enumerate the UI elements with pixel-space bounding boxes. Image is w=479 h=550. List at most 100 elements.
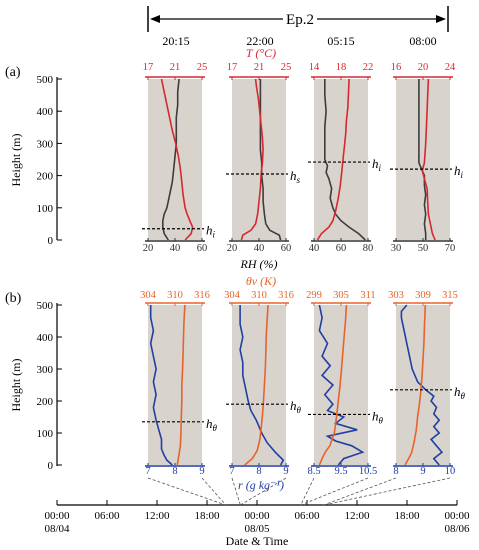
boundary-height-label: hi bbox=[454, 163, 464, 180]
top-tick-label: 17 bbox=[143, 62, 154, 73]
episode-label: Ep.2 bbox=[286, 12, 314, 28]
top-tick-label: 310 bbox=[251, 290, 267, 301]
profile-column-a-4: 16 30 20 50 24 70 hi bbox=[390, 62, 464, 254]
panel-b-letter: (b) bbox=[5, 291, 22, 306]
episode-header: Ep.2 20:15 22:00 05:15 08:00 bbox=[147, 6, 449, 48]
y-tick-label: 500 bbox=[37, 74, 54, 86]
profile-line-T bbox=[160, 78, 194, 241]
profile-line-r bbox=[318, 304, 365, 466]
bottom-tick-label: 60 bbox=[281, 243, 292, 254]
zoom-connector bbox=[323, 477, 397, 506]
y-tick-label: 400 bbox=[37, 106, 54, 118]
bottom-tick-label: 40 bbox=[254, 243, 265, 254]
profile-column-a-1: 17 20 21 40 25 60 hi bbox=[142, 62, 216, 254]
bottom-tick-label: 20 bbox=[227, 243, 238, 254]
profile-line-theta_v bbox=[404, 304, 427, 466]
bottom-tick-label: 10 bbox=[445, 466, 456, 477]
profile-line-theta_v bbox=[176, 304, 186, 466]
y-tick-label: 300 bbox=[37, 364, 54, 376]
panel-a: (a) Height (m) T (°C) RH (%) 0 100 200 300 4… bbox=[5, 46, 464, 271]
top-tick-label: 24 bbox=[445, 62, 456, 73]
y-tick-label: 200 bbox=[37, 396, 54, 408]
y-tick-label: 0 bbox=[48, 460, 54, 472]
top-tick-label: 16 bbox=[391, 62, 402, 73]
boundary-height-label: hs bbox=[290, 168, 301, 185]
bottom-tick-label: 8.5 bbox=[307, 466, 320, 477]
y-tick-label: 300 bbox=[37, 138, 54, 150]
bottom-tick-label: 30 bbox=[391, 243, 402, 254]
bottom-tick-label: 10.5 bbox=[359, 466, 377, 477]
bottom-tick-label: 40 bbox=[309, 243, 320, 254]
top-tick-label: 22 bbox=[363, 62, 374, 73]
profile-line-theta_v bbox=[318, 304, 348, 466]
panel-b: (b) Height (m) θv (K) r (g kg⁻¹) 0 100 200… bbox=[5, 274, 466, 492]
y-tick-label: 400 bbox=[37, 332, 54, 344]
top-tick-label: 311 bbox=[360, 290, 375, 301]
time-tick-label: 06:00 bbox=[294, 510, 320, 522]
boundary-height-label: hθ bbox=[206, 416, 218, 433]
top-tick-label: 303 bbox=[388, 290, 404, 301]
zoom-connector bbox=[300, 477, 315, 506]
top-tick-label: 18 bbox=[336, 62, 347, 73]
bottom-tick-label: 7 bbox=[229, 466, 234, 477]
profile-column-b-2: 304 7 310 8 316 9 hθ bbox=[224, 290, 301, 477]
panel-a-letter: (a) bbox=[5, 65, 21, 80]
bottom-tick-label: 7 bbox=[145, 466, 150, 477]
profile-line-r bbox=[400, 304, 444, 466]
time-label-4: 08:00 bbox=[409, 34, 436, 48]
panel-a-bottom-axis-label: RH (%) bbox=[240, 257, 278, 271]
bottom-tick-label: 9 bbox=[420, 466, 425, 477]
profile-line-RH bbox=[418, 79, 427, 240]
profile-background bbox=[314, 305, 368, 465]
time-tick-label: 18:00 bbox=[394, 510, 420, 522]
profile-line-r bbox=[149, 305, 173, 466]
date-label: 08/05 bbox=[244, 523, 270, 535]
profile-background bbox=[148, 305, 202, 465]
top-tick-label: 21 bbox=[170, 62, 181, 73]
top-tick-label: 299 bbox=[306, 290, 322, 301]
boundary-height-label: hθ bbox=[454, 384, 466, 401]
zoom-connector bbox=[323, 477, 451, 506]
profile-line-T bbox=[240, 78, 264, 241]
top-tick-label: 316 bbox=[194, 290, 210, 301]
zoom-connector bbox=[300, 477, 369, 506]
bottom-tick-label: 8 bbox=[393, 466, 398, 477]
bottom-tick-label: 8 bbox=[256, 466, 261, 477]
time-tick-label: 12:00 bbox=[144, 510, 170, 522]
top-tick-label: 17 bbox=[227, 62, 238, 73]
bottom-tick-label: 50 bbox=[418, 243, 429, 254]
date-label: 08/04 bbox=[44, 523, 70, 535]
top-tick-label: 309 bbox=[415, 290, 431, 301]
panel-b-ylabel: Height (m) bbox=[9, 359, 23, 412]
profile-background bbox=[314, 79, 368, 240]
time-tick-label: 12:00 bbox=[344, 510, 370, 522]
y-tick-label: 100 bbox=[37, 428, 54, 440]
time-tick-label: 06:00 bbox=[94, 510, 120, 522]
bottom-tick-label: 70 bbox=[445, 243, 456, 254]
profile-line-theta_v bbox=[244, 304, 269, 466]
panel-a-top-axis-label: T (°C) bbox=[246, 46, 276, 60]
bottom-tick-label: 60 bbox=[336, 243, 347, 254]
top-tick-label: 25 bbox=[281, 62, 292, 73]
top-tick-label: 316 bbox=[278, 290, 294, 301]
top-tick-label: 20 bbox=[418, 62, 429, 73]
bottom-tick-label: 60 bbox=[197, 243, 208, 254]
panel-b-top-axis-label: θv (K) bbox=[246, 274, 276, 288]
time-axis-xlabel: Date & Time bbox=[226, 534, 289, 548]
profile-column-a-3: 14 40 18 60 22 80 hi bbox=[308, 62, 382, 254]
time-tick-label: 18:00 bbox=[194, 510, 220, 522]
bottom-tick-label: 8 bbox=[172, 466, 177, 477]
zoom-connector bbox=[240, 477, 287, 506]
profile-line-T bbox=[316, 78, 350, 241]
boundary-height-label: hθ bbox=[290, 398, 302, 415]
profile-column-a-2: 17 20 21 40 25 60 hs bbox=[226, 62, 301, 254]
top-tick-label: 25 bbox=[197, 62, 208, 73]
top-tick-label: 315 bbox=[442, 290, 458, 301]
top-tick-label: 304 bbox=[140, 290, 157, 301]
y-tick-label: 500 bbox=[37, 300, 54, 312]
bottom-tick-label: 9 bbox=[199, 466, 204, 477]
top-tick-label: 304 bbox=[224, 290, 241, 301]
panel-b-bottom-axis-label: r (g kg⁻¹) bbox=[238, 478, 284, 492]
profile-column-b-3: 299 8.5 305 9.5 311 10.5 hθ bbox=[306, 290, 383, 477]
profile-line-T bbox=[421, 78, 436, 241]
